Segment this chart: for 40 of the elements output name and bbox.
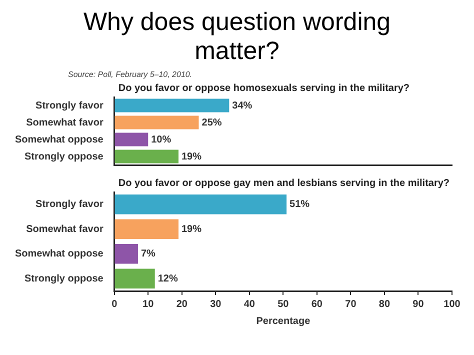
bar [114, 194, 287, 214]
x-tick-label: 20 [176, 298, 188, 310]
y-tick-label: Somewhat favor [26, 224, 104, 235]
bar [114, 98, 230, 112]
bar [114, 244, 138, 264]
data-label: 10% [151, 134, 172, 146]
x-tick-label: 80 [378, 298, 390, 310]
y-tick-label: Strongly oppose [24, 273, 104, 284]
chart-subtitle: Do you favor or oppose homosexuals serving in the military? [118, 82, 410, 94]
y-tick-label: Strongly oppose [24, 151, 104, 162]
chart-title: Why does question wording matter? [82, 8, 392, 66]
x-tick-label: 10 [142, 298, 154, 310]
x-tick-label: 0 [112, 298, 118, 310]
x-tick-label: 60 [311, 298, 323, 310]
chart-subtitle: Do you favor or oppose gay men and lesbians serving in the military? [118, 178, 450, 189]
data-label: 34% [232, 100, 252, 112]
x-tick-label: 30 [210, 298, 222, 310]
data-label: 19% [182, 151, 202, 162]
y-tick-label: Somewhat favor [26, 117, 104, 128]
bar [114, 150, 178, 164]
data-label: 19% [182, 224, 202, 235]
bar [114, 132, 148, 146]
y-tick-label: Strongly favor [36, 100, 104, 112]
data-label: 51% [290, 199, 310, 210]
x-tick-label: 100 [444, 298, 461, 310]
data-label: 12% [158, 273, 178, 284]
y-tick-label: Somewhat oppose [14, 134, 104, 146]
y-tick-label: Somewhat oppose [14, 248, 104, 260]
bar [114, 116, 199, 130]
x-axis-title: Percentage [256, 316, 311, 327]
y-tick-label: Strongly favor [36, 199, 104, 210]
x-tick-label: 50 [278, 298, 290, 310]
x-tick-label: 40 [244, 298, 256, 310]
data-label: 7% [140, 248, 156, 260]
source-note: Source: Poll, February 5–10, 2010. [68, 70, 194, 79]
x-tick-label: 90 [412, 298, 424, 310]
x-tick-label: 70 [345, 298, 357, 310]
data-label: 25% [202, 117, 222, 128]
bar [114, 268, 155, 289]
bar [114, 219, 178, 240]
